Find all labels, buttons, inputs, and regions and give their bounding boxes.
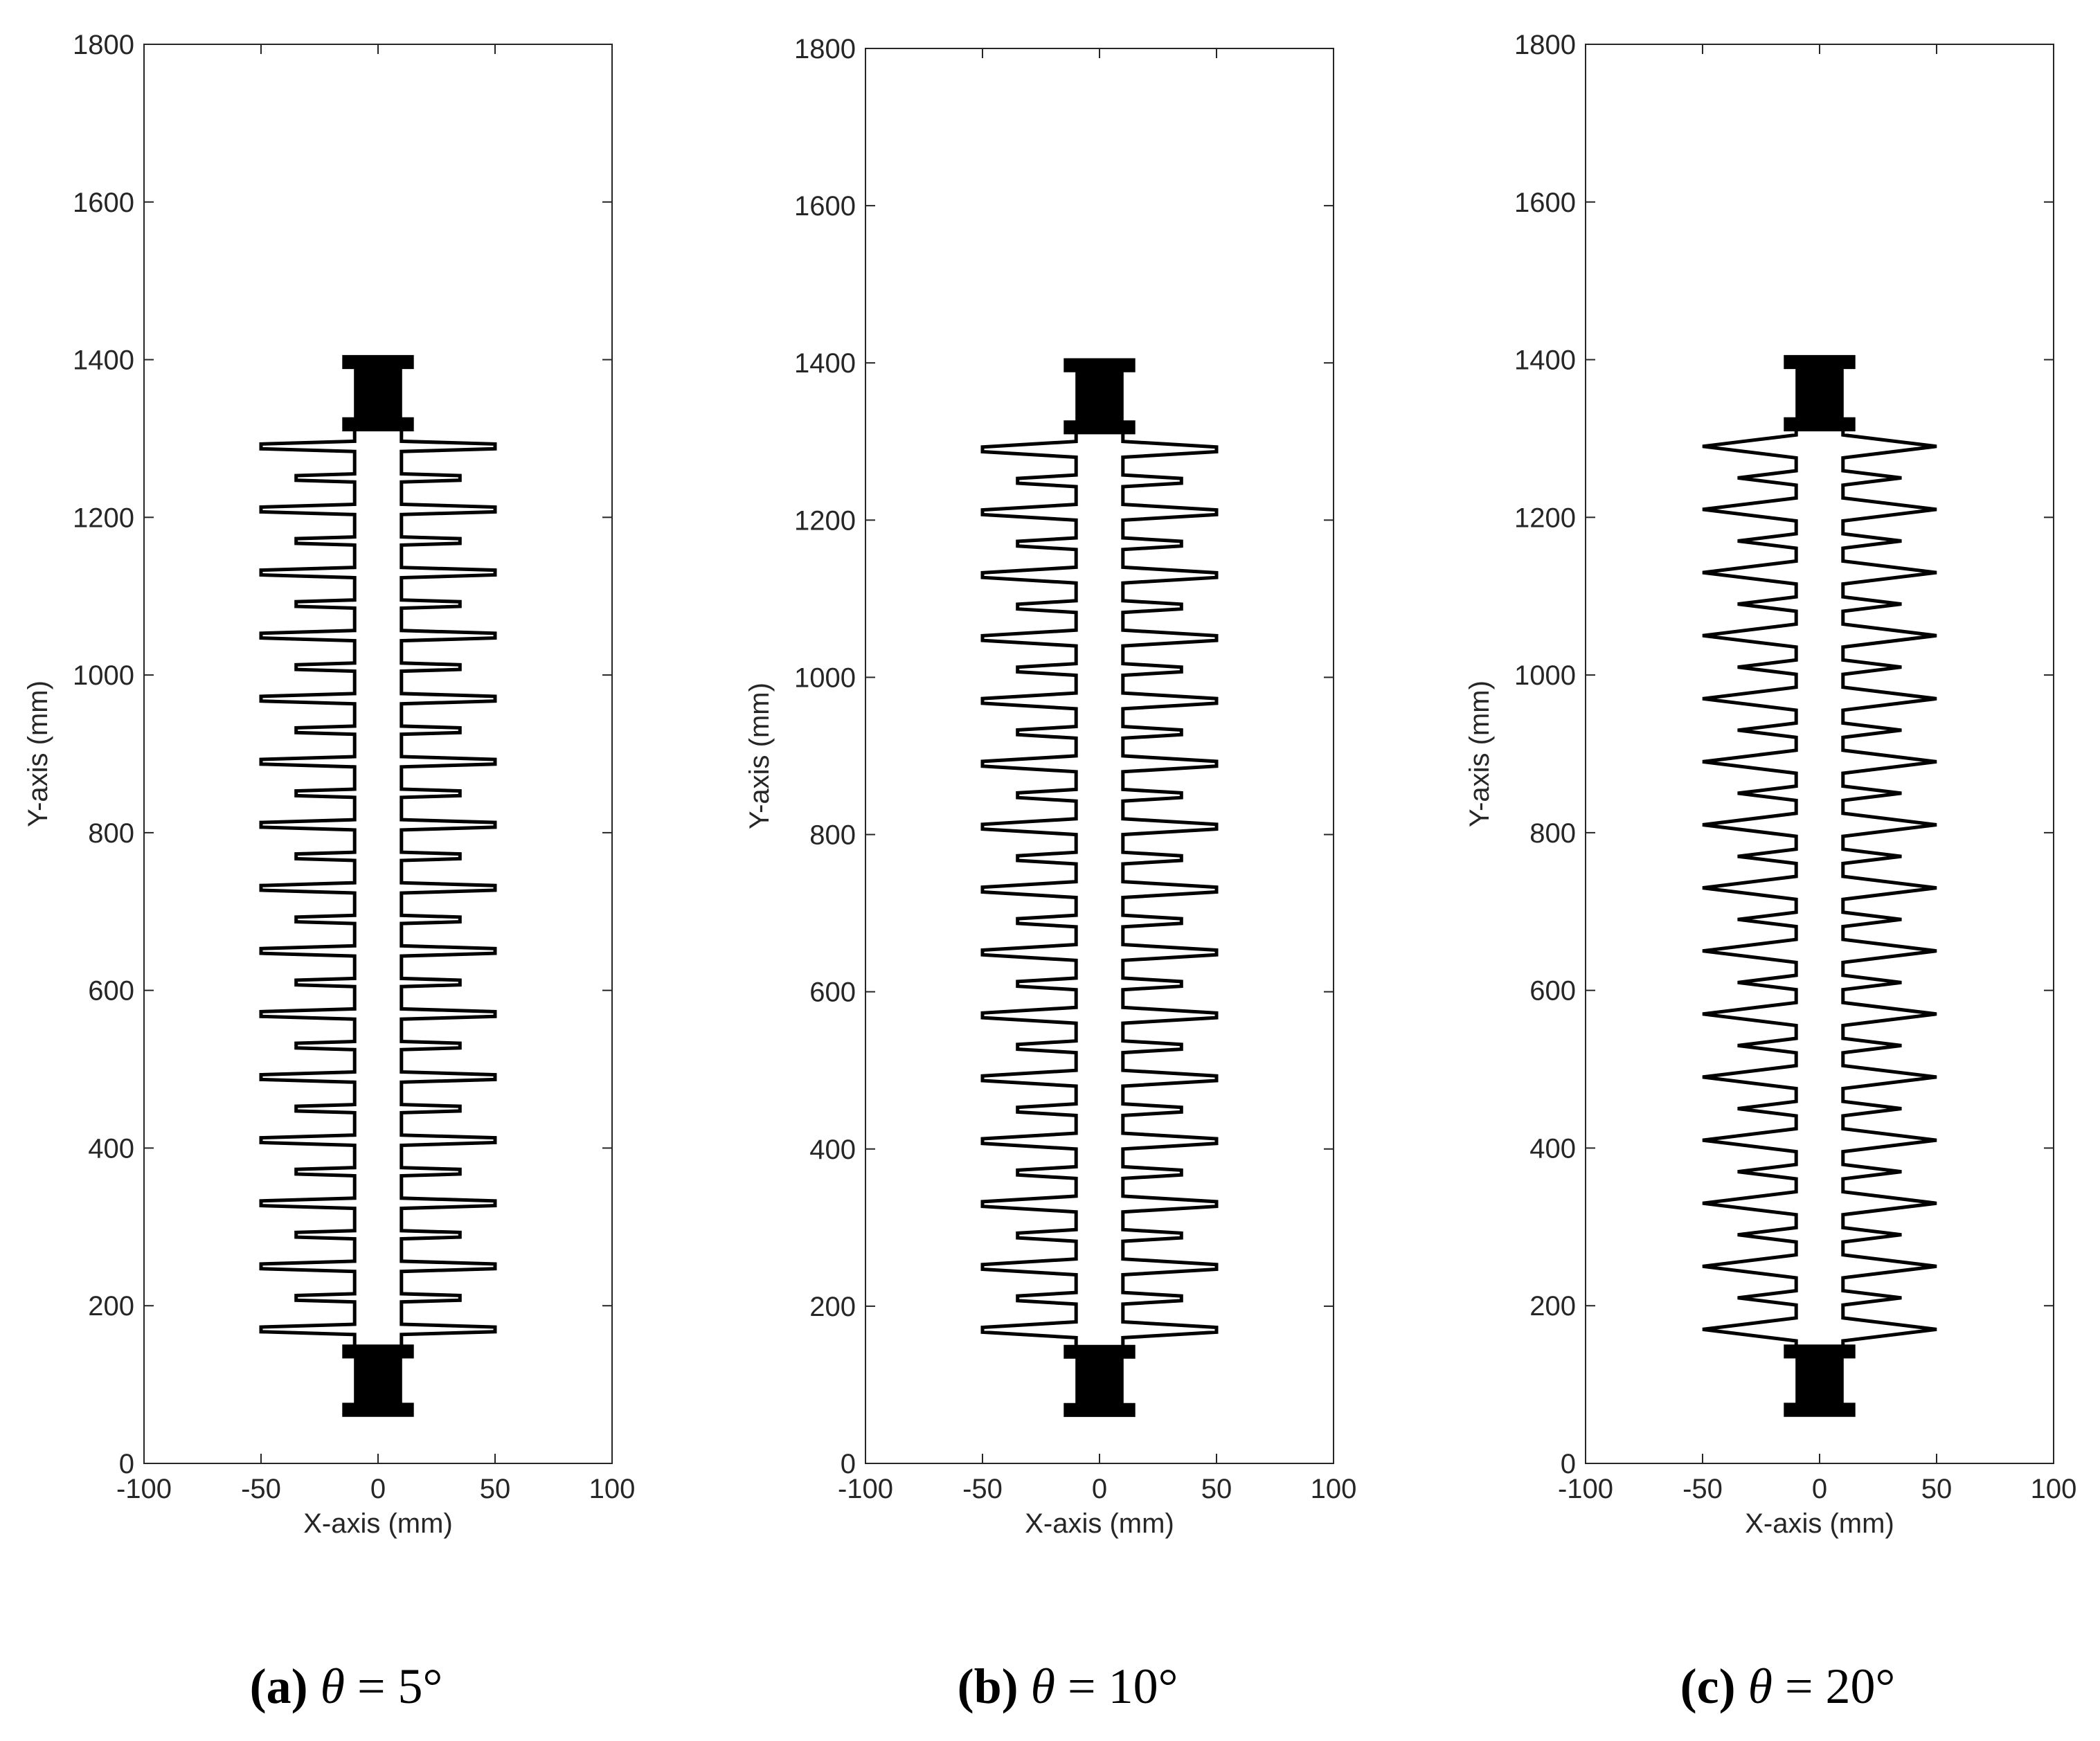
shed-outline-left-c <box>1702 431 1798 1346</box>
x-axis-label-a: X-axis (mm) <box>303 1508 453 1539</box>
y-tick-label: 1200 <box>1514 503 1576 533</box>
caption-value-a: = 5° <box>357 1659 442 1714</box>
y-axis-label-b: Y-axis (mm) <box>744 683 775 829</box>
y-tick-label: 800 <box>809 820 856 851</box>
y-tick-label: 400 <box>88 1133 134 1164</box>
y-tick-label: 1400 <box>73 345 134 376</box>
plot-area-b <box>865 48 1334 1464</box>
caption-letter-a: (a) <box>250 1659 308 1714</box>
caption-value-c: = 20° <box>1785 1659 1895 1714</box>
y-tick-label: 1000 <box>1514 660 1576 691</box>
x-tick-label: 100 <box>589 1474 636 1504</box>
x-tick-label: 50 <box>1921 1474 1953 1504</box>
y-tick-label: 1000 <box>794 662 856 693</box>
y-axis-label-c: Y-axis (mm) <box>1464 680 1495 827</box>
y-tick-label: 400 <box>809 1135 856 1165</box>
y-tick-label: 1400 <box>1514 345 1576 376</box>
x-axis-label-c: X-axis (mm) <box>1745 1508 1894 1539</box>
x-tick-label: 0 <box>370 1474 386 1504</box>
x-tick-label: -100 <box>116 1474 172 1504</box>
y-tick-label: 1800 <box>73 30 134 60</box>
x-tick-label: -50 <box>1682 1474 1723 1504</box>
ticks-a: -100 -50 0 50 100020040060080010001200140016… <box>73 30 635 1504</box>
shed-outline-left-a <box>259 431 357 1346</box>
y-tick-label: 600 <box>1529 976 1576 1007</box>
y-tick-label: 600 <box>809 977 856 1008</box>
caption-value-b: = 10° <box>1068 1659 1178 1714</box>
y-tick-label: 1800 <box>794 34 856 64</box>
end-fitting-bottom-b <box>1064 1344 1136 1417</box>
y-tick-label: 600 <box>88 976 134 1007</box>
shed-outline-right-a <box>400 431 497 1346</box>
shed-outline-left-b <box>980 433 1078 1346</box>
x-tick-label: 100 <box>2031 1474 2077 1504</box>
caption-symbol-a: θ <box>321 1659 345 1714</box>
x-tick-label: 50 <box>1201 1474 1232 1504</box>
x-tick-label: -100 <box>838 1474 893 1504</box>
shed-outline-right-c <box>1841 431 1937 1346</box>
panel-a: -100 -50 0 50 100020040060080010001200140016… <box>23 30 635 1714</box>
y-tick-label: 0 <box>119 1449 134 1479</box>
caption-a: (a) θ = 5° <box>250 1659 443 1714</box>
y-tick-label: 200 <box>809 1292 856 1322</box>
shed-outline-right-b <box>1121 433 1219 1346</box>
y-tick-label: 1600 <box>73 188 134 218</box>
panel-b: -100 -50 0 50 100020040060080010001200140016… <box>744 34 1356 1714</box>
plot-area-c <box>1585 44 2054 1464</box>
x-tick-label: 0 <box>1092 1474 1107 1504</box>
caption-c: (c) θ = 20° <box>1680 1659 1896 1714</box>
end-fitting-top-b <box>1064 358 1136 435</box>
y-tick-label: 800 <box>1529 818 1576 849</box>
y-tick-label: 1000 <box>73 660 134 691</box>
y-tick-label: 1600 <box>794 191 856 222</box>
ticks-b: -100 -50 0 50 100020040060080010001200140016… <box>794 34 1356 1504</box>
ticks-c: -100 -50 0 50 100020040060080010001200140016… <box>1514 30 2076 1504</box>
x-tick-label: 0 <box>1812 1474 1827 1504</box>
caption-letter-b: (b) <box>958 1659 1018 1714</box>
x-tick-label: 50 <box>480 1474 511 1504</box>
y-tick-label: 800 <box>88 818 134 849</box>
y-tick-label: 1800 <box>1514 30 1576 60</box>
x-tick-label: -50 <box>241 1474 281 1504</box>
end-fitting-bottom-c <box>1784 1344 1856 1417</box>
y-tick-label: 1200 <box>73 503 134 533</box>
x-tick-label: -100 <box>1558 1474 1613 1504</box>
caption-symbol-b: θ <box>1031 1659 1055 1714</box>
y-tick-label: 1600 <box>1514 188 1576 218</box>
panel-c: -100 -50 0 50 100020040060080010001200140016… <box>1464 30 2076 1714</box>
y-tick-label: 0 <box>1561 1449 1576 1479</box>
y-tick-label: 400 <box>1529 1133 1576 1164</box>
x-tick-label: -50 <box>962 1474 1003 1504</box>
end-fitting-bottom-a <box>342 1344 414 1417</box>
caption-letter-c: (c) <box>1680 1659 1736 1714</box>
y-tick-label: 0 <box>841 1449 856 1479</box>
x-axis-label-b: X-axis (mm) <box>1025 1508 1174 1539</box>
y-tick-label: 200 <box>88 1291 134 1321</box>
caption-symbol-c: θ <box>1748 1659 1773 1714</box>
end-fitting-top-c <box>1784 354 1856 432</box>
y-tick-label: 200 <box>1529 1291 1576 1321</box>
y-tick-label: 1400 <box>794 348 856 379</box>
end-fitting-top-a <box>342 354 414 432</box>
caption-b: (b) θ = 10° <box>958 1659 1178 1714</box>
y-axis-label-a: Y-axis (mm) <box>23 680 53 827</box>
x-tick-label: 100 <box>1311 1474 1357 1504</box>
y-tick-label: 1200 <box>794 505 856 536</box>
